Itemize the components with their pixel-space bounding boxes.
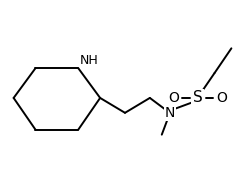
Text: N: N (165, 106, 175, 120)
Text: O: O (216, 91, 227, 105)
Text: O: O (168, 91, 179, 105)
Text: S: S (193, 90, 202, 105)
Text: NH: NH (80, 54, 99, 67)
